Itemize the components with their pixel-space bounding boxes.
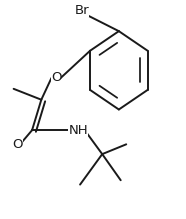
Text: Br: Br [75,4,89,17]
Text: NH: NH [68,124,88,137]
Text: O: O [12,138,23,151]
Text: O: O [51,71,61,85]
